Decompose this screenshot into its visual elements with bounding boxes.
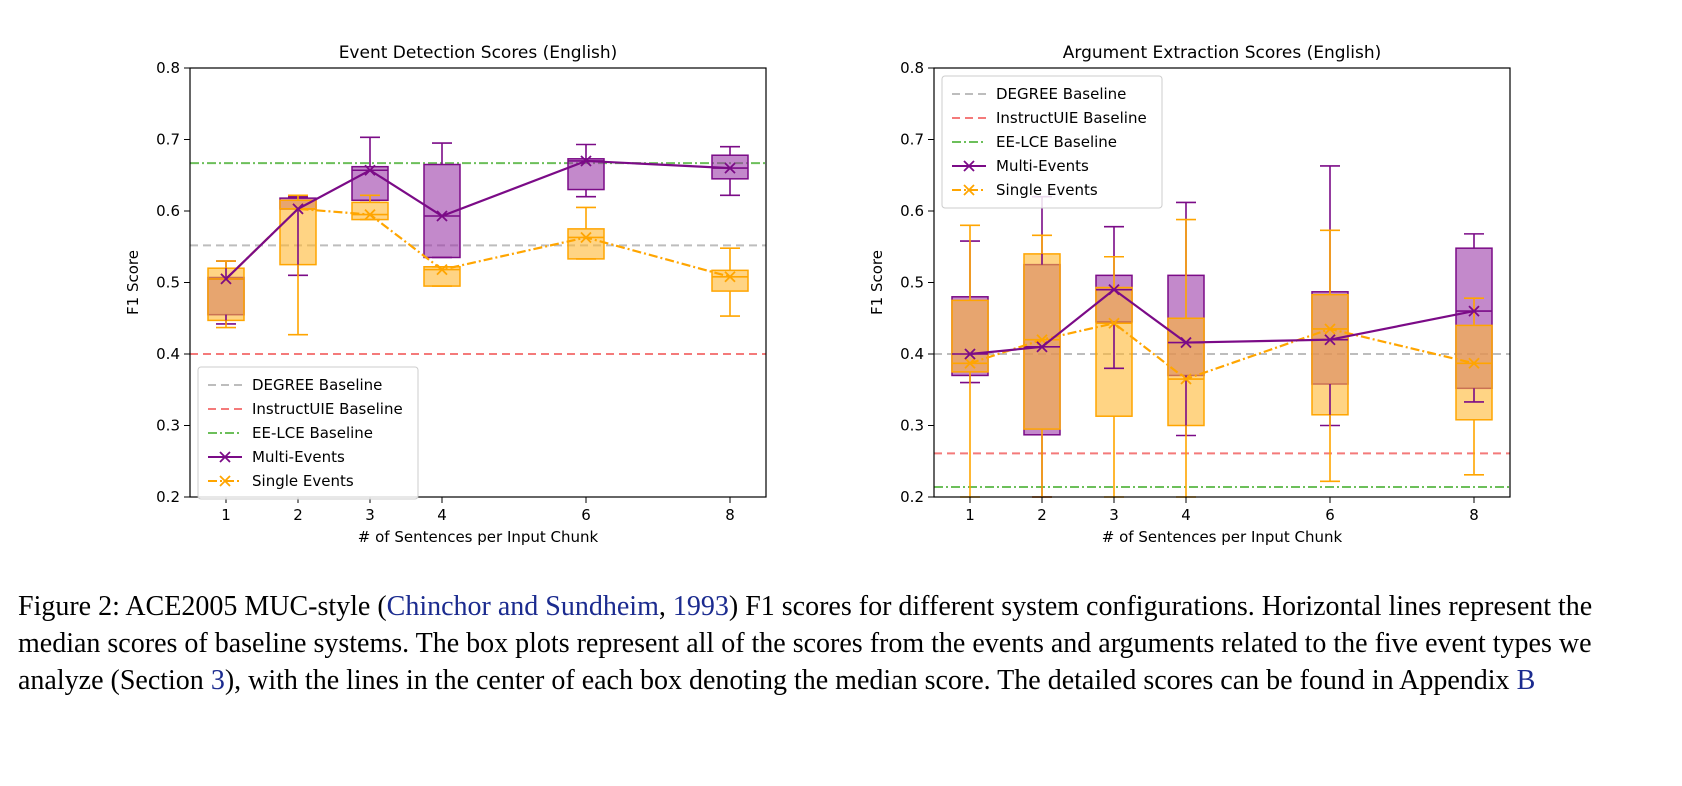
legend-box <box>197 366 419 500</box>
y-tick-label: 0.7 <box>900 131 924 149</box>
x-tick-label: 2 <box>293 506 303 524</box>
caption-middle-2: ), with the lines in the center of each … <box>224 665 1517 696</box>
box-0-4 <box>567 158 605 191</box>
marker-0-0 <box>964 348 976 360</box>
y-tick-label: 0.3 <box>900 417 924 435</box>
x-tick-label: 8 <box>725 506 735 524</box>
marker-0-1 <box>292 203 304 215</box>
series-line-0 <box>225 159 731 280</box>
marker-1-5 <box>724 271 736 283</box>
legend-marker-3 <box>963 160 975 172</box>
y-tick-label: 0.5 <box>156 274 180 292</box>
x-tick-label: 4 <box>437 506 447 524</box>
y-tick-label: 0.8 <box>900 59 924 77</box>
y-tick-label: 0.6 <box>900 202 924 220</box>
marker-1-4 <box>580 231 592 244</box>
argument-extraction-chart: Argument Extraction Scores (English) 0.2 0… <box>868 43 1511 546</box>
box-1-4 <box>567 228 605 260</box>
y-tick-label: 0.2 <box>156 488 180 506</box>
legend-label-3: Multi-Events <box>996 157 1089 175</box>
legend: DEGREE Baseline InstructUIE Baseline EE-LC… <box>941 75 1163 209</box>
chart-title: Argument Extraction Scores (English) <box>1063 43 1381 63</box>
x-tick-label: 6 <box>581 506 591 524</box>
marker-0-3 <box>1180 336 1192 349</box>
legend-marker-3 <box>219 451 231 463</box>
marker-1-2 <box>364 208 376 221</box>
citation-authors-link[interactable]: Chinchor and Sundheim <box>386 591 659 622</box>
marker-0-4 <box>580 155 592 167</box>
box-1-5 <box>1455 324 1493 421</box>
legend-label-4: Single Events <box>996 181 1098 199</box>
appendix-ref-link[interactable]: B <box>1516 665 1536 696</box>
citation-separator: , <box>658 591 673 622</box>
marker-1-2 <box>1108 317 1120 329</box>
legend-label-2: EE-LCE Baseline <box>996 133 1117 151</box>
box-1-0 <box>951 299 989 373</box>
marker-0-0 <box>220 273 232 285</box>
legend-label-3: Multi-Events <box>252 448 345 466</box>
marker-0-4 <box>1324 334 1336 346</box>
x-tick-label: 8 <box>1469 506 1479 524</box>
y-tick-label: 0.2 <box>900 488 924 506</box>
legend-box <box>941 75 1163 209</box>
chart-title: Event Detection Scores (English) <box>339 43 618 63</box>
x-tick-label: 2 <box>1037 506 1047 524</box>
x-axis-title: # of Sentences per Input Chunk <box>358 528 599 546</box>
caption-prefix: Figure 2: ACE2005 MUC-style ( <box>18 591 387 622</box>
y-tick-label: 0.4 <box>156 345 180 363</box>
x-tick-label: 3 <box>1109 506 1119 524</box>
legend-label-4: Single Events <box>252 472 354 490</box>
figure-canvas: Event Detection Scores (English) 0.2 0.3 0.… <box>124 43 1511 546</box>
box-1-2 <box>351 201 389 221</box>
y-tick-label: 0.6 <box>156 202 180 220</box>
x-tick-label: 1 <box>965 506 975 524</box>
legend-label-0: DEGREE Baseline <box>996 85 1126 103</box>
marker-0-2 <box>1108 284 1120 296</box>
event-detection-chart: Event Detection Scores (English) 0.2 0.3 0.… <box>124 43 767 546</box>
legend-label-2: EE-LCE Baseline <box>252 424 373 442</box>
marker-0-2 <box>364 164 376 176</box>
legend: DEGREE Baseline InstructUIE Baseline EE-LC… <box>197 366 419 500</box>
y-tick-label: 0.3 <box>156 417 180 435</box>
y-axis-title: F1 Score <box>124 250 142 315</box>
section-ref-link[interactable]: 3 <box>210 665 225 696</box>
marker-0-5 <box>724 162 736 174</box>
legend-label-0: DEGREE Baseline <box>252 376 382 394</box>
y-tick-label: 0.4 <box>900 345 924 363</box>
marker-0-5 <box>1468 305 1480 317</box>
y-tick-label: 0.7 <box>156 131 180 149</box>
marker-1-3 <box>1180 373 1192 385</box>
legend-marker-4 <box>219 475 231 487</box>
series-line-0 <box>969 288 1475 356</box>
x-tick-label: 1 <box>221 506 231 524</box>
x-tick-label: 6 <box>1325 506 1335 524</box>
y-tick-label: 0.5 <box>900 274 924 292</box>
legend-marker-4 <box>963 184 975 196</box>
marker-1-0 <box>964 357 976 369</box>
marker-0-1 <box>1036 341 1048 353</box>
marker-1-5 <box>1468 357 1480 369</box>
marker-0-3 <box>436 210 448 222</box>
box-1-1 <box>1023 253 1061 430</box>
legend-label-1: InstructUIE Baseline <box>252 400 403 418</box>
marker-1-3 <box>436 263 448 276</box>
figure-caption: Figure 2: ACE2005 MUC-style (Chinchor an… <box>18 588 1670 699</box>
x-tick-label: 4 <box>1181 506 1191 524</box>
caption-middle-1: ) F1 scores for different system configu… <box>18 591 1593 696</box>
marker-1-4 <box>1324 323 1336 335</box>
y-axis-title: F1 Score <box>868 250 886 315</box>
series-line-1 <box>969 322 1475 381</box>
y-tick-label: 0.8 <box>156 59 180 77</box>
citation-year-link[interactable]: 1993 <box>672 591 729 622</box>
x-tick-label: 3 <box>365 506 375 524</box>
x-axis-title: # of Sentences per Input Chunk <box>1102 528 1343 546</box>
legend-label-1: InstructUIE Baseline <box>996 109 1147 127</box>
